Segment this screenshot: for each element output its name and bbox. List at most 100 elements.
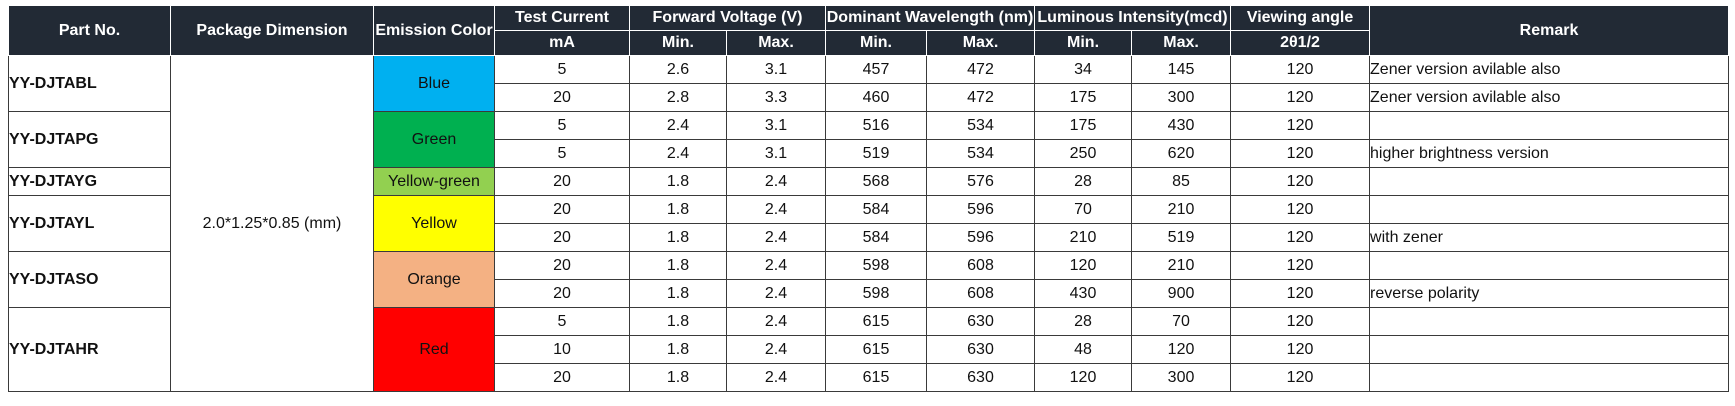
wl-min-cell: 457 bbox=[825, 55, 927, 84]
viewing-angle-cell: 120 bbox=[1230, 279, 1371, 308]
wl-max-cell: 630 bbox=[925, 335, 1036, 364]
iv-max-cell: 519 bbox=[1131, 223, 1232, 252]
header-dominant-wavelength: Dominant Wavelength (nm) bbox=[824, 5, 1036, 31]
emission-color-cell: Red bbox=[373, 307, 495, 392]
vf-max-cell: 2.4 bbox=[726, 279, 826, 308]
wl-max-cell: 472 bbox=[925, 55, 1036, 84]
iv-min-cell: 28 bbox=[1034, 167, 1133, 196]
wl-min-cell: 516 bbox=[825, 111, 927, 140]
wl-min-cell: 568 bbox=[825, 167, 927, 196]
vf-min-cell: 1.8 bbox=[629, 223, 727, 252]
emission-color-cell: Yellow-green bbox=[373, 167, 495, 196]
test-current-cell: 20 bbox=[494, 195, 630, 224]
viewing-angle-cell: 120 bbox=[1230, 111, 1371, 140]
wl-min-cell: 598 bbox=[825, 251, 927, 280]
vf-max-cell: 3.1 bbox=[726, 111, 826, 140]
remark-cell: higher brightness version bbox=[1369, 139, 1730, 168]
table-row: YY-DJTASO Orange 20 1.8 2.4 598 608 120 210 120 bbox=[8, 251, 1730, 308]
vf-max-cell: 3.1 bbox=[726, 139, 826, 168]
iv-min-cell: 210 bbox=[1034, 223, 1133, 252]
wl-max-cell: 630 bbox=[925, 363, 1036, 392]
iv-max-cell: 900 bbox=[1131, 279, 1232, 308]
iv-max-cell: 145 bbox=[1131, 55, 1232, 84]
header-luminous-intensity: Luminous Intensity(mcd) bbox=[1034, 5, 1232, 31]
test-current-cell: 20 bbox=[494, 223, 630, 252]
header-part-no: Part No. bbox=[8, 5, 171, 56]
vf-min-cell: 1.8 bbox=[629, 363, 727, 392]
part-number-cell: YY-DJTABL bbox=[8, 55, 171, 112]
header-iv-min: Min. bbox=[1034, 30, 1133, 56]
iv-max-cell: 300 bbox=[1131, 83, 1232, 112]
table-row: 20 2.8 3.3 460 472 175 300 120 Zener version avi… bbox=[9, 83, 1730, 112]
wl-min-cell: 460 bbox=[825, 83, 927, 112]
part-number-cell: YY-DJTAYL bbox=[8, 195, 171, 252]
iv-max-cell: 210 bbox=[1131, 195, 1232, 224]
wl-min-cell: 598 bbox=[825, 279, 927, 308]
header-vf-max: Max. bbox=[726, 30, 826, 56]
header-test-current: Test Current bbox=[494, 5, 630, 31]
viewing-angle-cell: 120 bbox=[1230, 223, 1371, 252]
iv-min-cell: 250 bbox=[1034, 139, 1133, 168]
iv-min-cell: 70 bbox=[1034, 195, 1133, 224]
package-dimension-cell: 2.0*1.25*0.85 (mm) bbox=[170, 55, 374, 392]
remark-cell bbox=[1369, 251, 1730, 280]
iv-min-cell: 48 bbox=[1034, 335, 1133, 364]
table-row: 5 2.4 3.1 519 534 250 620 120 higher brightness … bbox=[9, 139, 1730, 168]
vf-min-cell: 1.8 bbox=[629, 335, 727, 364]
wl-min-cell: 584 bbox=[825, 195, 927, 224]
vf-min-cell: 1.8 bbox=[629, 167, 727, 196]
header-vf-min: Min. bbox=[629, 30, 727, 56]
part-number-cell: YY-DJTASO bbox=[8, 251, 171, 308]
vf-max-cell: 2.4 bbox=[726, 223, 826, 252]
vf-max-cell: 2.4 bbox=[726, 335, 826, 364]
test-current-cell: 5 bbox=[494, 55, 630, 84]
wl-max-cell: 534 bbox=[925, 111, 1036, 140]
vf-min-cell: 2.4 bbox=[629, 111, 727, 140]
table-row: YY-DJTAHR Red 5 1.8 2.4 615 630 28 70 120 bbox=[8, 307, 1730, 392]
remark-cell: reverse polarity bbox=[1369, 279, 1730, 308]
header-forward-voltage: Forward Voltage (V) bbox=[629, 5, 826, 31]
vf-min-cell: 1.8 bbox=[629, 251, 727, 280]
header-remark: Remark bbox=[1369, 5, 1730, 56]
header-iv-max: Max. bbox=[1131, 30, 1232, 56]
header-emission-color: Emission Color bbox=[373, 5, 495, 56]
iv-min-cell: 175 bbox=[1034, 111, 1133, 140]
table-row: YY-DJTABL 2.0*1.25*0.85 (mm) Blue 5 2.6 3.1 45… bbox=[8, 55, 1730, 392]
remark-cell bbox=[1369, 335, 1730, 364]
remark-cell bbox=[1369, 195, 1730, 224]
iv-min-cell: 430 bbox=[1034, 279, 1133, 308]
part-number-cell: YY-DJTAPG bbox=[8, 111, 171, 168]
remark-cell bbox=[1369, 167, 1730, 196]
wl-max-cell: 472 bbox=[925, 83, 1036, 112]
test-current-cell: 20 bbox=[494, 279, 630, 308]
iv-min-cell: 120 bbox=[1034, 363, 1133, 392]
table-row: 20 1.8 2.4 615 630 120 300 120 bbox=[9, 363, 1730, 392]
header-wl-max: Max. bbox=[925, 30, 1036, 56]
viewing-angle-cell: 120 bbox=[1230, 139, 1371, 168]
vf-min-cell: 2.8 bbox=[629, 83, 727, 112]
wl-min-cell: 584 bbox=[825, 223, 927, 252]
viewing-angle-cell: 120 bbox=[1230, 195, 1371, 224]
emission-color-cell: Green bbox=[373, 111, 495, 168]
vf-max-cell: 2.4 bbox=[726, 307, 826, 336]
viewing-angle-cell: 120 bbox=[1230, 167, 1371, 196]
remark-cell: Zener version avilable also bbox=[1369, 83, 1730, 112]
vf-min-cell: 1.8 bbox=[629, 195, 727, 224]
wl-max-cell: 596 bbox=[925, 195, 1036, 224]
remark-cell: Zener version avilable also bbox=[1369, 55, 1730, 84]
test-current-cell: 5 bbox=[494, 111, 630, 140]
wl-min-cell: 615 bbox=[825, 307, 927, 336]
iv-min-cell: 120 bbox=[1034, 251, 1133, 280]
part-number-cell: YY-DJTAHR bbox=[8, 307, 171, 392]
table-row: 20 1.8 2.4 598 608 430 900 120 reverse polarity bbox=[9, 279, 1730, 308]
table-row: 20 1.8 2.4 584 596 210 519 120 with zener bbox=[9, 223, 1730, 252]
emission-color-cell: Yellow bbox=[373, 195, 495, 252]
header-package-dimension: Package Dimension bbox=[170, 5, 374, 56]
wl-max-cell: 534 bbox=[925, 139, 1036, 168]
viewing-angle-cell: 120 bbox=[1230, 307, 1371, 336]
part-number-cell: YY-DJTAYG bbox=[8, 167, 171, 196]
header-test-current-unit: mA bbox=[494, 30, 630, 56]
vf-max-cell: 3.3 bbox=[726, 83, 826, 112]
vf-min-cell: 2.6 bbox=[629, 55, 727, 84]
wl-min-cell: 615 bbox=[825, 335, 927, 364]
